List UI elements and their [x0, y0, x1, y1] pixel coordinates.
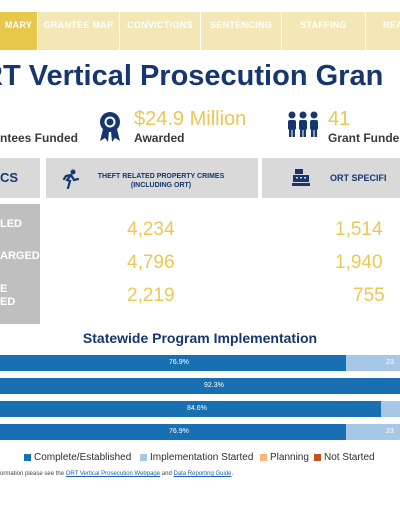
bar-complete-segment	[0, 401, 381, 417]
tab-rea[interactable]: REA	[366, 12, 400, 50]
row-label-filed: LED	[0, 218, 22, 230]
legend-label-not-started: Not Started	[324, 452, 375, 463]
footer-mid: and	[160, 471, 174, 477]
legend-item-planning: Planning	[260, 452, 309, 463]
ort-specific-header: ORT SPECIFI	[262, 158, 400, 198]
implementation-bar: 92.3%	[0, 378, 400, 394]
award-ribbon-icon	[97, 110, 123, 149]
bar-complete-label: 76.9%	[169, 359, 189, 366]
legend-swatch-started	[140, 453, 147, 461]
page-title: RT Vertical Prosecution Gran	[0, 60, 384, 92]
implementation-title: Statewide Program Implementation	[82, 330, 318, 346]
ort-resolved-value: 755	[353, 285, 385, 306]
theft-crimes-header: THEFT RELATED PROPERTY CRIMES (INCLUDING…	[46, 158, 258, 198]
implementation-bar: 84.6%	[0, 401, 400, 417]
bar-started-label: 23.	[386, 428, 396, 435]
theft-resolved-value: 2,219	[127, 285, 175, 306]
implementation-bar: 76.9% 23.	[0, 355, 400, 371]
bar-complete-segment	[0, 378, 400, 394]
tab-convictions[interactable]: CONVICTIONS	[120, 12, 201, 50]
legend-swatch-complete	[24, 453, 31, 461]
legend-item-started: Implementation Started	[140, 452, 253, 463]
cash-register-icon	[292, 168, 310, 191]
running-person-icon	[62, 169, 80, 194]
bar-complete-label: 76.9%	[169, 428, 189, 435]
row-label-resolved: E ED	[0, 283, 16, 308]
theft-crimes-header-label: THEFT RELATED PROPERTY CRIMES (INCLUDING…	[97, 173, 225, 189]
legend-item-not-started: Not Started	[314, 452, 375, 463]
bar-complete-label: 92.3%	[204, 382, 224, 389]
footer-suffix: .	[231, 471, 234, 477]
legend-swatch-not-started	[314, 453, 321, 461]
bar-started-label: 23.	[386, 359, 396, 366]
bar-complete-segment	[0, 355, 346, 371]
bar-complete-segment	[0, 424, 346, 440]
ort-webpage-link[interactable]: ORT Vertical Prosecution Webpage	[65, 471, 161, 477]
legend-swatch-planning	[260, 453, 267, 461]
legend-label-started: Implementation Started	[150, 452, 254, 463]
tab-staffing[interactable]: STAFFING	[282, 12, 366, 50]
tab-sentencing[interactable]: SENTENCING	[201, 12, 282, 50]
ort-charged-value: 1,940	[335, 252, 383, 273]
grants-funded-label: Grant Funde	[328, 131, 400, 145]
bar-complete-label: 84.6%	[187, 405, 207, 412]
ort-filed-value: 1,514	[335, 219, 383, 240]
row-label-column	[0, 204, 40, 324]
legend-item-complete: Complete/Established	[24, 452, 131, 463]
implementation-bar: 76.9% 23.	[0, 424, 400, 440]
metrics-header-label: CS	[0, 170, 19, 185]
legend-label-complete: Complete/Established	[34, 452, 132, 463]
theft-filed-value: 4,234	[127, 219, 175, 240]
awarded-value: $24.9 Million	[134, 108, 247, 130]
awarded-label: Awarded	[134, 131, 185, 145]
metrics-header: CS	[0, 158, 40, 198]
ort-specific-header-label: ORT SPECIFI	[330, 173, 387, 183]
theft-charged-value: 4,796	[127, 252, 175, 273]
row-label-charged: ARGED	[0, 250, 40, 262]
tab-bar: MARY GRANTEE MAP CONVICTIONS SENTENCING …	[0, 12, 400, 50]
data-reporting-guide-link[interactable]: Data Reporting Guide	[173, 471, 232, 477]
legend-label-planning: Planning	[270, 452, 309, 463]
grantees-funded-label: ntees Funded	[0, 131, 79, 145]
footer-note: ormation please see the ORT Vertical Pro…	[0, 471, 233, 477]
grants-value: 41	[328, 108, 351, 130]
people-group-icon	[286, 110, 320, 143]
tab-summary[interactable]: MARY	[0, 12, 38, 50]
tab-grantee-map[interactable]: GRANTEE MAP	[38, 12, 120, 50]
footer-prefix: ormation please see the	[0, 471, 66, 477]
